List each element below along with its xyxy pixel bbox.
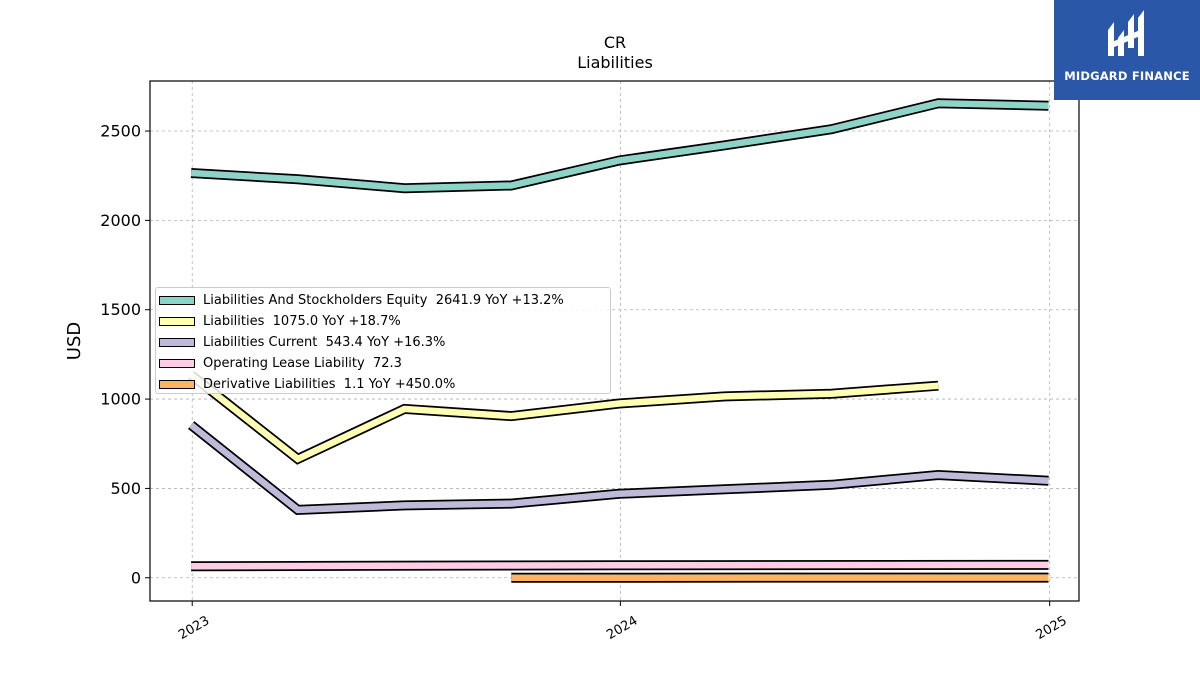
series-layer — [187, 98, 1049, 583]
legend-item: Liabilities Current 543.4 YoY +16.3% — [159, 332, 610, 353]
series-line — [187, 421, 1049, 515]
legend-swatch — [159, 296, 195, 305]
series-fill — [189, 422, 1049, 514]
series-fill — [189, 372, 939, 463]
series-fill — [191, 561, 1049, 570]
chart-subtitle: Liabilities — [577, 53, 653, 72]
y-tick-label: 2500 — [100, 122, 141, 141]
legend-item: Liabilities 1075.0 YoY +18.7% — [159, 311, 610, 332]
legend-label: Liabilities 1075.0 YoY +18.7% — [203, 314, 401, 329]
legend-label: Operating Lease Liability 72.3 — [203, 356, 402, 371]
x-tick-label: 2023 — [176, 613, 212, 643]
legend-item: Derivative Liabilities 1.1 YoY +450.0% — [159, 374, 610, 395]
series-line — [190, 98, 1049, 194]
legend-swatch — [159, 380, 195, 389]
plot-frame — [149, 80, 1080, 602]
legend-swatch — [159, 359, 195, 368]
y-tick-label: 0 — [131, 568, 141, 587]
legend-swatch — [159, 338, 195, 347]
y-tick-label: 500 — [110, 479, 141, 498]
legend-label: Liabilities Current 543.4 YoY +16.3% — [203, 335, 446, 350]
legend-label: Liabilities And Stockholders Equity 2641… — [203, 293, 564, 308]
brand-name: MIDGARD FINANCE — [1064, 69, 1190, 83]
x-tick-label: 2024 — [604, 613, 640, 643]
series-fill — [190, 100, 1049, 192]
y-tick-label: 1500 — [100, 300, 141, 319]
y-axis-label: USD — [64, 322, 85, 360]
y-tick-label: 2000 — [100, 211, 141, 230]
x-tick-label: 2025 — [1034, 613, 1070, 643]
midgard-logo-icon — [1108, 10, 1144, 56]
chart-title: CR — [604, 33, 626, 52]
legend-item: Liabilities And Stockholders Equity 2641… — [159, 290, 610, 311]
y-tick-label: 1000 — [100, 390, 141, 409]
brand-logo: MIDGARD FINANCE — [1054, 0, 1200, 100]
series-line — [191, 559, 1049, 572]
legend: Liabilities And Stockholders Equity 2641… — [155, 287, 611, 394]
legend-item: Operating Lease Liability 72.3 — [159, 353, 610, 374]
legend-label: Derivative Liabilities 1.1 YoY +450.0% — [203, 377, 456, 392]
legend-swatch — [159, 317, 195, 326]
